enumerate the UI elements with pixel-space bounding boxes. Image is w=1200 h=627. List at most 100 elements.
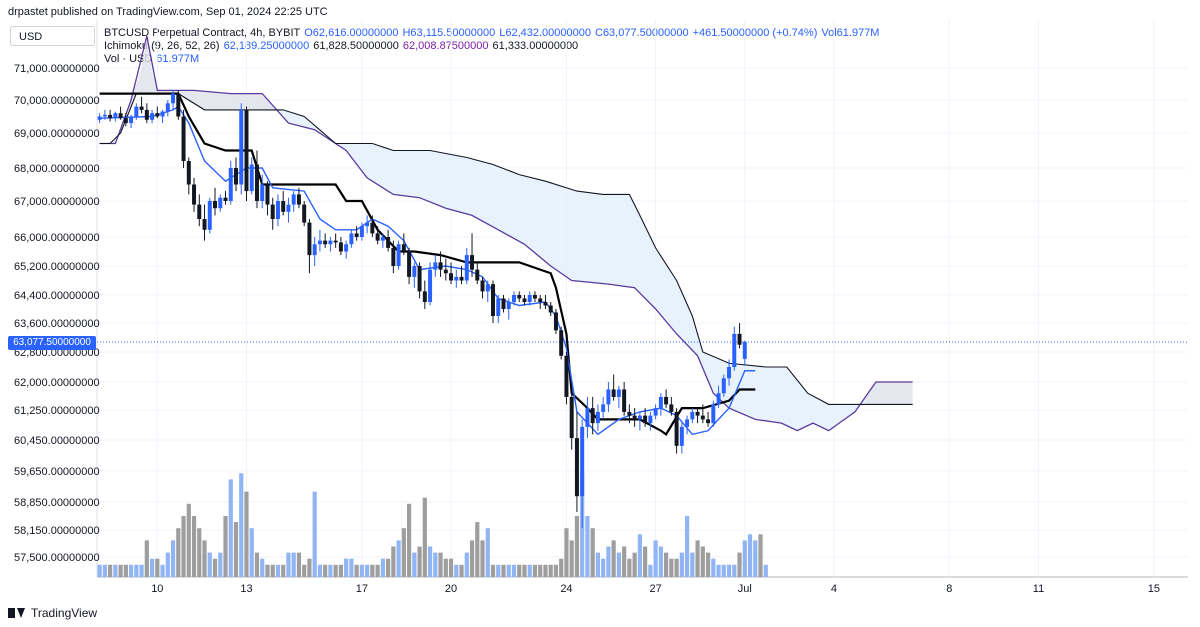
volume-bar-122: [737, 552, 742, 577]
volume-bar-26: [233, 522, 239, 577]
volume-bar-94: [590, 528, 595, 577]
cloud-segment-44: [330, 138, 336, 144]
candle-body-40: [307, 222, 312, 256]
candle-body-80: [517, 295, 522, 299]
candle-body-63: [428, 269, 433, 302]
cloud-segment-15: [178, 90, 184, 97]
candle-body-108: [664, 396, 669, 405]
candle-body-122: [737, 333, 742, 345]
volume-bar-111: [679, 552, 684, 577]
currency-selector[interactable]: USD: [10, 26, 95, 46]
candle-body-51: [365, 222, 370, 227]
volume-bar-89: [564, 528, 569, 577]
x-tick-label-8: 8: [946, 583, 952, 595]
volume-bar-87: [553, 564, 559, 577]
candle-body-17: [186, 161, 191, 185]
candle-body-49: [354, 233, 359, 237]
candle-body-70: [464, 255, 469, 281]
volume-bar-119: [721, 564, 726, 577]
cloud-segment-73: [482, 161, 488, 225]
volume-bar-25: [228, 479, 233, 577]
cloud-segment-86: [550, 182, 556, 270]
cloud-segment-80: [519, 174, 525, 245]
volume-bar-44: [328, 564, 333, 577]
candle-body-31: [260, 184, 265, 201]
candle-body-84: [538, 298, 543, 302]
volume-bar-85: [543, 564, 548, 577]
cloud-segment-29: [251, 93, 257, 110]
cloud-segment-76: [498, 166, 504, 233]
candle-body-77: [501, 298, 506, 309]
cloud-segment-87: [555, 184, 562, 274]
kijun-value: 61,828.50000000: [313, 40, 399, 52]
ichimoku-label[interactable]: Ichimoku (9, 26, 52, 26): [104, 40, 220, 52]
candle-body-91: [574, 438, 579, 497]
ichimoku-row: Ichimoku (9, 26, 52, 26) 62,189.25000000 6…: [104, 40, 883, 53]
candle-body-20: [202, 219, 207, 230]
candle-body-85: [543, 302, 548, 306]
y-tick-label-15: 58,150.00000000: [14, 525, 100, 537]
cloud-segment-54: [382, 147, 389, 192]
cloud-segment-71: [472, 158, 478, 219]
volume-bar-76: [496, 564, 501, 577]
cloud-segment-39: [304, 116, 310, 129]
cloud-segment-55: [388, 148, 394, 195]
symbol-row: BTCUSD Perpetual Contract, 4h, BYBIT O62,…: [104, 27, 883, 40]
candle-body-73: [480, 280, 485, 292]
cloud-segment-41: [314, 125, 320, 133]
cloud-segment-60: [414, 150, 420, 198]
y-tick-label-14: 58,850.00000000: [14, 497, 100, 509]
cloud-segment-2: [110, 138, 116, 144]
candle-body-3: [113, 113, 118, 119]
cloud-segment-146: [865, 389, 871, 405]
volume-bar-126: [758, 534, 763, 577]
candle-body-0: [97, 116, 102, 120]
cloud-segment-59: [409, 150, 415, 198]
volume-bar-23: [218, 552, 223, 577]
volume-label[interactable]: Vol · USD: [104, 53, 153, 65]
cloud-segment-18: [194, 90, 200, 107]
volume-bar-18: [191, 516, 197, 577]
symbol-title[interactable]: BTCUSD Perpetual Contract, 4h, BYBIT: [104, 27, 301, 39]
candle-body-42: [317, 240, 322, 245]
cloud-segment-112: [687, 304, 693, 351]
cloud-segment-51: [367, 143, 373, 182]
volume-bar-62: [422, 497, 427, 577]
cloud-segment-124: [750, 365, 756, 420]
cloud-segment-106: [655, 247, 661, 316]
cloud-segment-128: [771, 367, 777, 423]
candle-body-83: [532, 295, 537, 299]
candle-body-67: [449, 273, 454, 281]
volume-bar-103: [637, 534, 642, 577]
cloud-segment-43: [325, 134, 331, 140]
volume-bar-57: [396, 540, 401, 577]
candle-body-14: [171, 93, 176, 104]
volume-bar-108: [664, 552, 669, 577]
volume-bar-27: [239, 473, 244, 577]
cloud-segment-85: [545, 181, 551, 266]
cloud-segment-56: [393, 150, 399, 196]
candle-body-98: [611, 389, 616, 397]
candle-body-9: [144, 109, 149, 120]
cloud-segment-102: [634, 204, 640, 294]
y-tick-label-13: 59,650.00000000: [14, 466, 100, 478]
volume-bar-63: [427, 546, 433, 577]
cloud-segment-125: [755, 365, 761, 421]
volume-bar-109: [669, 558, 674, 577]
last-price-label: 63,077.50000000: [8, 336, 96, 350]
candle-body-22: [213, 201, 218, 209]
volume-bar-14: [170, 540, 176, 577]
volume-bar-13: [165, 552, 170, 577]
volume-bar-46: [338, 564, 343, 577]
candle-body-16: [181, 116, 186, 161]
volume-bar-48: [349, 558, 354, 577]
x-tick-label-2: 17: [356, 583, 368, 595]
y-tick-label-3: 68,000.00000000: [14, 163, 100, 175]
volume-bar-96: [601, 558, 606, 577]
volume-value: 61.977M: [156, 53, 200, 65]
cloud-segment-52: [372, 143, 378, 185]
candle-body-46: [338, 242, 343, 252]
volume-bar-55: [386, 558, 391, 577]
volume-bar-79: [511, 564, 517, 577]
